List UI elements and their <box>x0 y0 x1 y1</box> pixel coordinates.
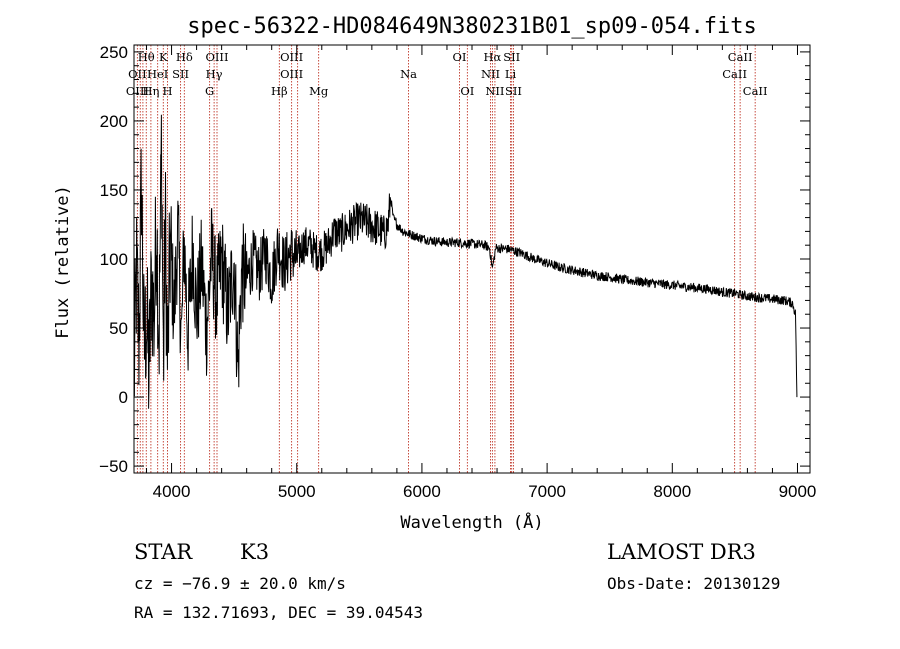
spectral-line-label: Hδ <box>176 50 193 64</box>
spectral-line-label: CaII <box>728 50 753 64</box>
spectral-line-label: SII <box>172 67 189 81</box>
y-tick-label: 50 <box>109 319 128 338</box>
y-tick-label: 100 <box>100 250 128 269</box>
x-tick-label: 4000 <box>153 482 191 501</box>
x-tick-label: 7000 <box>528 482 566 501</box>
spectral-line-label: Na <box>400 67 417 81</box>
spectral-line-label: Hβ <box>271 84 288 98</box>
x-tick-label: 5000 <box>278 482 316 501</box>
chart-title: spec-56322-HD084649N380231B01_sp09-054.f… <box>187 14 757 39</box>
spectral-line-label: Hγ <box>206 67 223 81</box>
spectral-line-label: NII <box>481 67 500 81</box>
spectrum-series <box>133 114 798 409</box>
spectral-line-label: G <box>205 84 214 98</box>
observation-date: Obs-Date: 20130129 <box>607 574 781 593</box>
spectral-line-label: OI <box>452 50 466 64</box>
y-tick-label: 200 <box>100 112 128 131</box>
spectral-line-label: Hθ <box>138 50 155 64</box>
survey-name: LAMOST DR3 <box>607 540 756 564</box>
velocity-readout: cz = −76.9 ± 20.0 km/s <box>134 574 346 593</box>
spectral-line-label: Hα <box>484 50 502 64</box>
coordinates: RA = 132.71693, DEC = 39.04543 <box>134 603 423 622</box>
spectral-line-label: OII <box>128 67 147 81</box>
spectral-line-label: OIII <box>280 67 303 81</box>
spectral-line-label: Li <box>505 67 517 81</box>
spectral-line-label: Hη <box>142 84 159 98</box>
spectral-line-label: H <box>163 84 173 98</box>
spectral-line-label: OIII <box>280 50 303 64</box>
subclass: K3 <box>240 540 270 564</box>
axis-ticks <box>134 45 810 473</box>
spectral-line-label: OIII <box>205 50 228 64</box>
spectral-line-label: SII <box>503 50 520 64</box>
spectral-line-label: CaII <box>722 67 747 81</box>
spectral-line-label: HeI <box>147 67 168 81</box>
x-tick-label: 9000 <box>779 482 817 501</box>
spectral-line-markers <box>136 45 756 473</box>
y-tick-label: 150 <box>100 181 128 200</box>
y-tick-label: 0 <box>119 388 128 407</box>
y-axis-label: Flux (relative) <box>53 185 73 339</box>
plot-frame <box>133 44 811 474</box>
spectral-line-label: Mg <box>309 84 329 98</box>
spectral-line-label: SII <box>505 84 522 98</box>
x-tick-label: 8000 <box>653 482 691 501</box>
spectral-line-label: K <box>159 50 168 64</box>
spectral-line-label: OIII <box>126 84 149 98</box>
x-tick-label: 6000 <box>403 482 441 501</box>
spectrum-line <box>133 114 798 409</box>
object-type: STAR <box>134 540 193 564</box>
spectral-line-label: CaII <box>743 84 768 98</box>
axis-tick-labels: 4000 5000 6000 7000 8000 9000 −50 0 50 100 150 200 2… <box>99 43 816 501</box>
y-tick-label: −50 <box>99 457 128 476</box>
y-tick-label: 250 <box>100 43 128 62</box>
spectral-line-label: OI <box>460 84 474 98</box>
x-axis-label: Wavelength (Å) <box>400 511 543 533</box>
spectral-line-label: NII <box>485 84 504 98</box>
